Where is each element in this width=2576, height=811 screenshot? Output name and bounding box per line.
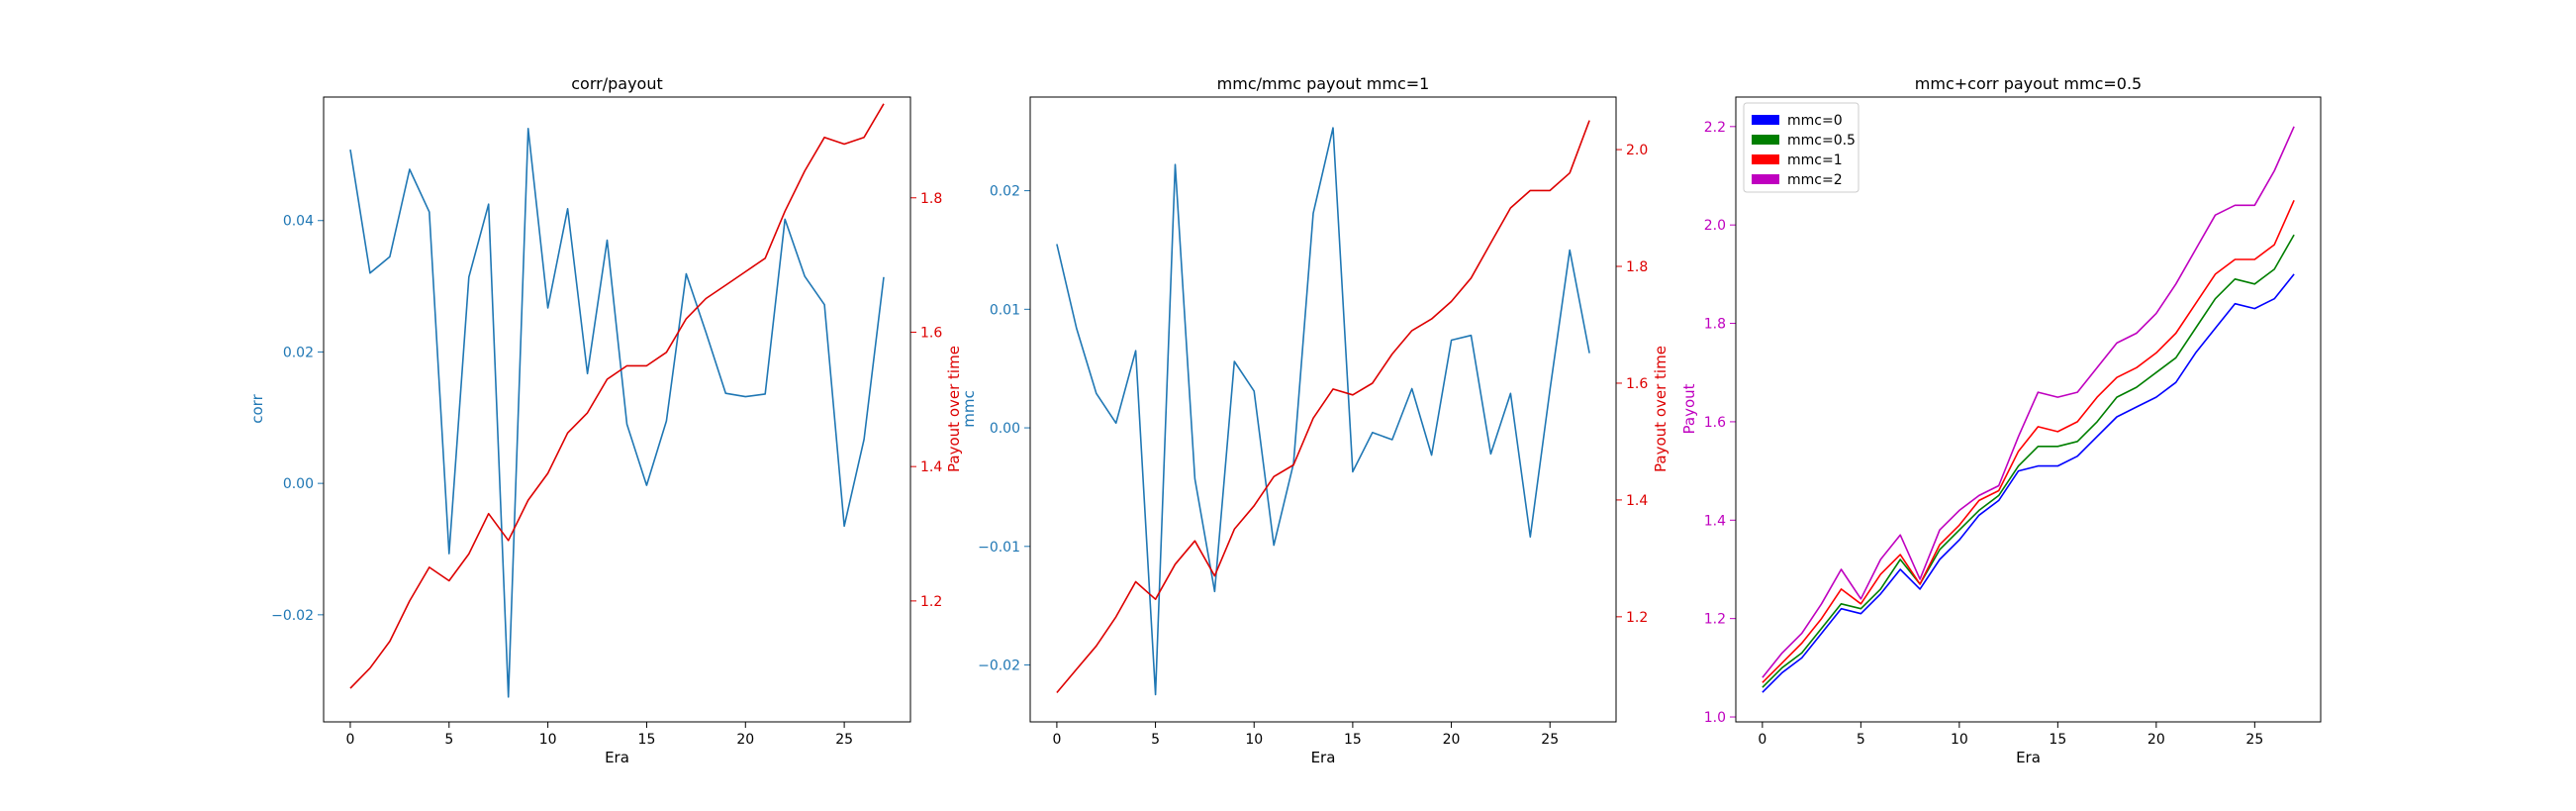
series-line-mmc-1 <box>1762 199 2295 683</box>
legend-frame <box>1743 102 1860 193</box>
series-line-mmc-2 <box>1762 126 2295 678</box>
x-tick-label: 5 <box>1151 732 1160 748</box>
chart-2-ylabel-left: mmc <box>960 390 978 427</box>
chart-2-plot: 0 5 10 15 20 25 −0.02 −0.01 0.00 0.01 0.02 1.2 1.4 1.… <box>978 96 1648 748</box>
chart-3-legend: mmc=0 mmc=0.5 mmc=1 mmc=2 <box>1743 102 1860 193</box>
chart-panel-1: corr/payout Era corr Payout over time <box>248 74 963 766</box>
plot-frame <box>323 96 911 723</box>
chart-1-title: corr/payout <box>571 74 662 93</box>
legend-swatch <box>1752 135 1779 145</box>
x-tick-label: 0 <box>1052 732 1061 748</box>
x-tick-label: 5 <box>444 732 453 748</box>
y-left-tick-label: −0.02 <box>271 608 314 624</box>
series-line-mmc-0 <box>1762 273 2295 693</box>
chart-3-xlabel: Era <box>2016 749 2041 766</box>
x-tick-label: 15 <box>1344 732 1362 748</box>
y-right-tick-label: 1.4 <box>1626 493 1648 509</box>
x-tick-label: 10 <box>1951 732 1968 748</box>
y-right-tick-label: 2.0 <box>1626 143 1648 158</box>
y-left-tick-label: 1.8 <box>1704 317 1726 333</box>
y-left-tick-label: 1.6 <box>1704 415 1726 431</box>
series-line-mmc-0-5 <box>1762 234 2295 688</box>
plot-frame <box>1735 96 2322 723</box>
chart-3-title: mmc+corr payout mmc=0.5 <box>1915 74 2142 93</box>
chart-panel-3: mmc+corr payout mmc=0.5 Era Payout <box>1680 74 2142 766</box>
x-tick-label: 15 <box>2049 732 2066 748</box>
y-left-tick-label: 0.00 <box>990 421 1020 437</box>
y-left-tick-label: 0.04 <box>283 214 314 230</box>
x-tick-label: 20 <box>1443 732 1461 748</box>
y-right-tick-label: 1.6 <box>920 325 942 341</box>
chart-1-ylabel-left: corr <box>248 393 266 423</box>
legend-swatch <box>1752 115 1779 125</box>
y-right-tick-label: 1.8 <box>1626 259 1648 275</box>
series-line-payout-right <box>349 103 885 689</box>
plot-frame <box>1029 96 1617 723</box>
y-left-tick-label: 0.02 <box>990 184 1020 200</box>
legend-label: mmc=0.5 <box>1787 133 1856 149</box>
chart-2-title: mmc/mmc payout mmc=1 <box>1217 74 1430 93</box>
x-tick-label: 20 <box>2147 732 2165 748</box>
x-tick-label: 10 <box>1245 732 1263 748</box>
chart-panel-2: mmc/mmc payout mmc=1 Era mmc Payout over… <box>960 74 1670 766</box>
chart-2-ylabel-right: Payout over time <box>1652 346 1670 472</box>
x-tick-label: 15 <box>638 732 656 748</box>
y-right-tick-label: 1.6 <box>1626 376 1648 392</box>
legend-swatch <box>1752 154 1779 164</box>
y-left-tick-label: −0.02 <box>978 659 1020 674</box>
y-right-tick-label: 1.2 <box>920 594 942 610</box>
chart-3-ylabel-left: Payout <box>1680 383 1698 434</box>
series-line-mmc-left <box>1056 127 1590 696</box>
legend-swatch <box>1752 174 1779 184</box>
x-tick-label: 25 <box>2245 732 2263 748</box>
chart-3-plot: 0 5 10 15 20 251.01.21.41.61.82.02.2 mmc=0mmc=… <box>1704 96 2322 748</box>
x-tick-label: 20 <box>736 732 754 748</box>
x-tick-label: 5 <box>1857 732 1865 748</box>
chart-1-plot: 0 5 10 15 20 25 −0.02 0.00 0.02 0.04 1.2 1.4 1.6 1.8 <box>271 96 942 748</box>
legend-label: mmc=2 <box>1787 172 1843 188</box>
chart-1-xlabel: Era <box>605 749 629 766</box>
x-tick-label: 25 <box>835 732 853 748</box>
y-left-tick-label: 0.00 <box>283 476 314 492</box>
y-left-tick-label: 1.2 <box>1704 612 1726 628</box>
y-left-tick-label: 0.02 <box>283 345 314 360</box>
legend-label: mmc=0 <box>1787 113 1843 129</box>
chart-1-ylabel-right: Payout over time <box>945 346 963 472</box>
y-left-tick-label: 2.0 <box>1704 218 1726 234</box>
x-tick-label: 10 <box>539 732 557 748</box>
y-left-tick-label: 2.2 <box>1704 120 1726 136</box>
y-right-tick-label: 1.2 <box>1626 610 1648 626</box>
y-right-tick-label: 1.4 <box>920 459 942 475</box>
y-left-tick-label: 1.0 <box>1704 710 1726 726</box>
legend-label: mmc=1 <box>1787 152 1843 168</box>
y-left-tick-label: 0.01 <box>990 302 1020 318</box>
x-tick-label: 0 <box>1758 732 1766 748</box>
x-tick-label: 0 <box>345 732 354 748</box>
series-line-payout-right <box>1056 120 1590 694</box>
y-right-tick-label: 1.8 <box>920 191 942 207</box>
chart-2-xlabel: Era <box>1311 749 1336 766</box>
y-left-tick-label: 1.4 <box>1704 513 1726 529</box>
x-tick-label: 25 <box>1541 732 1559 748</box>
series-line-corr-left <box>349 128 885 698</box>
y-left-tick-label: −0.01 <box>978 540 1020 556</box>
